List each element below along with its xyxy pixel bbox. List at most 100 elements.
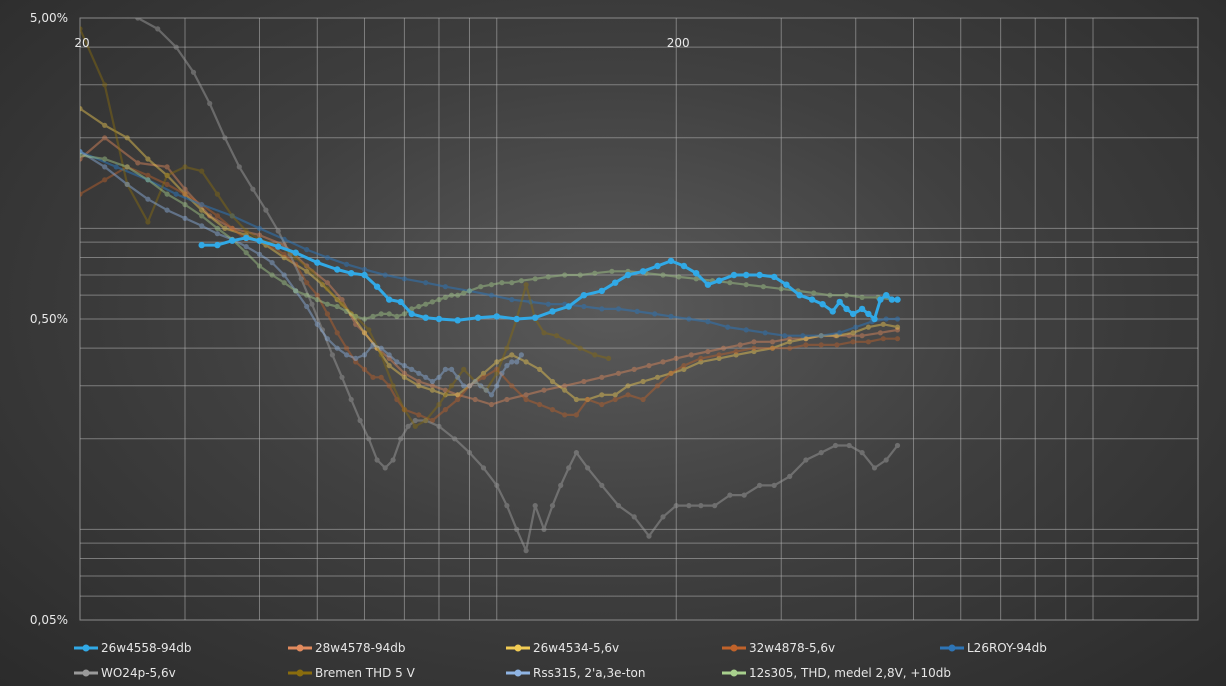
legend-swatch-marker bbox=[730, 669, 738, 677]
data-point bbox=[523, 282, 529, 288]
data-point bbox=[612, 396, 618, 403]
data-point bbox=[124, 164, 130, 170]
data-point bbox=[782, 333, 788, 339]
data-point bbox=[80, 191, 83, 197]
data-point bbox=[412, 423, 418, 429]
data-point bbox=[499, 280, 505, 286]
data-point bbox=[353, 313, 359, 319]
data-point bbox=[523, 396, 529, 403]
data-point bbox=[606, 355, 612, 361]
data-point bbox=[631, 366, 637, 372]
data-point bbox=[846, 442, 852, 449]
data-point bbox=[80, 106, 83, 112]
data-point bbox=[609, 268, 615, 274]
data-point bbox=[585, 396, 591, 403]
data-point bbox=[532, 503, 538, 509]
data-point bbox=[334, 330, 340, 336]
data-point bbox=[787, 336, 793, 342]
data-point bbox=[102, 164, 108, 170]
data-point bbox=[102, 82, 108, 88]
data-point bbox=[843, 292, 850, 298]
data-point bbox=[348, 311, 354, 317]
data-point bbox=[483, 387, 489, 393]
data-point bbox=[199, 223, 205, 229]
data-point bbox=[654, 262, 661, 270]
data-point bbox=[182, 164, 188, 170]
data-point bbox=[577, 272, 583, 278]
data-point bbox=[80, 152, 83, 158]
legend-label: 26w4534-5,6v bbox=[533, 641, 619, 655]
series-5 bbox=[135, 18, 901, 554]
data-point bbox=[566, 465, 572, 471]
data-point bbox=[646, 533, 652, 539]
data-point bbox=[883, 457, 889, 463]
grid bbox=[79, 17, 1199, 621]
data-point bbox=[509, 280, 515, 286]
data-point bbox=[771, 273, 778, 281]
data-point bbox=[222, 225, 228, 231]
data-point bbox=[207, 213, 213, 219]
data-point bbox=[811, 290, 817, 296]
data-point bbox=[585, 465, 591, 471]
data-point bbox=[324, 280, 330, 286]
data-point bbox=[344, 308, 350, 314]
data-point bbox=[615, 370, 622, 376]
data-point bbox=[243, 244, 249, 250]
data-point bbox=[472, 378, 478, 385]
data-point bbox=[309, 301, 315, 307]
data-point bbox=[416, 303, 422, 310]
data-point bbox=[329, 352, 335, 358]
data-point bbox=[182, 186, 188, 192]
data-point bbox=[198, 241, 205, 249]
data-point bbox=[509, 297, 515, 303]
data-point bbox=[269, 260, 275, 266]
legend-swatch-marker bbox=[514, 644, 522, 652]
data-point bbox=[304, 280, 310, 286]
data-point bbox=[488, 292, 495, 298]
data-point bbox=[401, 374, 407, 380]
data-point bbox=[859, 294, 865, 300]
data-point bbox=[397, 298, 404, 306]
data-point bbox=[888, 296, 896, 303]
legend-swatch-marker bbox=[514, 669, 522, 677]
data-point bbox=[314, 297, 320, 303]
legend-item: WO24p-5,6v bbox=[74, 666, 176, 680]
data-point bbox=[829, 308, 836, 315]
data-point bbox=[858, 305, 866, 313]
data-point bbox=[660, 359, 666, 365]
data-point bbox=[514, 526, 520, 533]
data-point bbox=[509, 352, 515, 358]
data-point bbox=[442, 407, 448, 413]
data-point bbox=[730, 271, 738, 279]
data-point bbox=[436, 297, 442, 303]
data-point bbox=[865, 310, 872, 318]
data-point bbox=[229, 213, 235, 219]
data-point bbox=[523, 548, 529, 554]
series-8 bbox=[80, 152, 901, 322]
data-point bbox=[370, 342, 376, 348]
data-point bbox=[504, 345, 510, 351]
legend-label: L26ROY-94db bbox=[967, 641, 1047, 655]
data-point bbox=[681, 363, 687, 369]
data-point bbox=[357, 417, 363, 424]
series-line bbox=[80, 136, 898, 406]
data-point bbox=[846, 333, 852, 339]
data-point bbox=[455, 292, 461, 298]
data-point bbox=[834, 342, 840, 348]
data-point bbox=[660, 514, 666, 520]
data-point bbox=[705, 348, 711, 355]
data-point bbox=[818, 342, 824, 348]
data-point bbox=[370, 374, 376, 380]
data-point bbox=[832, 442, 839, 449]
data-point bbox=[631, 514, 637, 520]
legend: 26w4558-94db 28w4578-94db 26w4534-5,6v 32w4… bbox=[74, 641, 1047, 680]
data-point bbox=[102, 156, 108, 162]
data-point bbox=[741, 492, 747, 498]
data-point bbox=[894, 324, 901, 330]
data-point bbox=[455, 392, 461, 398]
data-point bbox=[549, 407, 556, 413]
legend-swatch-marker bbox=[948, 644, 956, 652]
data-point bbox=[429, 383, 435, 389]
data-point bbox=[314, 259, 321, 266]
y-tick-label: 5,00% bbox=[30, 11, 68, 25]
